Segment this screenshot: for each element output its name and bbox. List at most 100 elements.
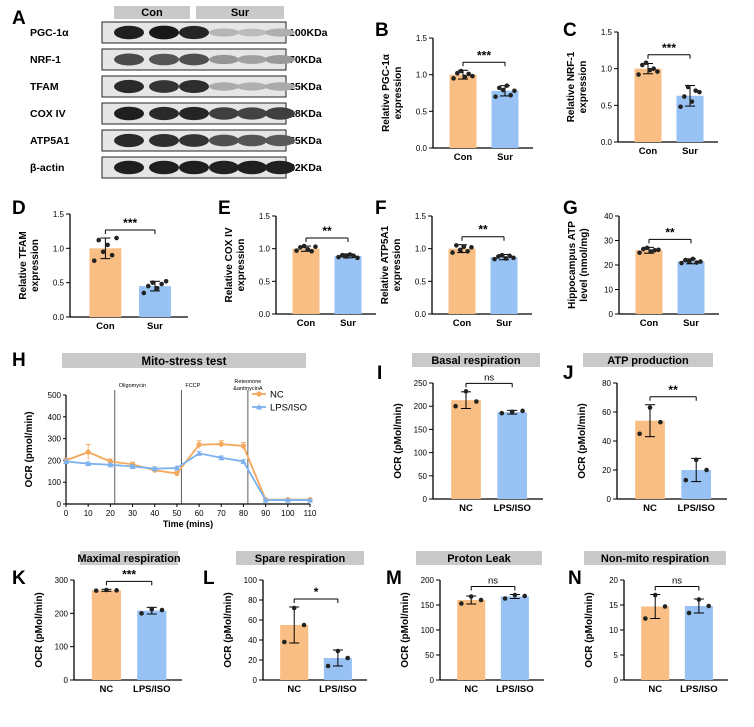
data-point: [492, 256, 497, 262]
y-tick-label: 20: [248, 656, 257, 665]
protein-band: [114, 53, 144, 66]
injection-label-line: Reteonone: [234, 379, 261, 385]
bar: [684, 606, 713, 680]
protein-band: [265, 134, 295, 147]
data-point: [291, 605, 297, 611]
protein-band: [237, 160, 267, 175]
protein-label: ATP5A1: [30, 135, 70, 147]
y-tick-label: 100: [244, 576, 258, 585]
y-tick-label: 50: [425, 651, 434, 660]
y-tick-label: 0: [253, 676, 258, 685]
panel-letter: E: [218, 198, 231, 219]
y-tick-label: 0.0: [416, 144, 428, 153]
significance-label: ***: [122, 567, 136, 581]
protein-label: TFAM: [30, 81, 59, 93]
legend-label: NC: [270, 390, 284, 401]
y-axis-label: OCR (pMol/min): [34, 592, 45, 668]
data-point: [693, 88, 698, 93]
data-point: [284, 497, 291, 503]
protein-label: β-actin: [30, 162, 64, 174]
panel-h-mito-stress-test: H Mito-stress test 0 100 200 300 400 500 0 10 20 30…: [12, 350, 317, 529]
y-tick-label: 1.0: [601, 65, 613, 74]
data-point: [351, 253, 356, 259]
x-tick-label: LPS/ISO: [493, 503, 530, 514]
data-point: [218, 454, 225, 461]
protein-band: [265, 82, 295, 91]
y-tick-label: 0.5: [416, 107, 428, 116]
protein-band: [237, 28, 267, 37]
significance-label: **: [322, 224, 332, 238]
data-point: [507, 253, 512, 259]
series-line-lps-iso: [65, 452, 310, 501]
y-axis-label: OCR (pmol/min): [24, 411, 35, 487]
y-axis-label-line: expression: [236, 239, 247, 292]
panel-letter-h: H: [12, 350, 26, 371]
x-tick-label: NC: [100, 684, 114, 695]
data-point: [685, 84, 691, 90]
title-bar: [583, 353, 713, 367]
y-tick-label: 1.5: [601, 28, 613, 37]
y-tick-label: 0: [430, 676, 435, 685]
data-point: [679, 260, 684, 266]
x-tick-label: 100: [281, 509, 295, 518]
panel-letter-a: A: [12, 8, 26, 29]
y-tick-label: 0: [614, 676, 619, 685]
chart-title: Proton Leak: [447, 553, 511, 565]
protein-band: [149, 133, 179, 148]
protein-band: [209, 82, 239, 91]
data-point: [93, 588, 99, 593]
panel-letter: F: [375, 198, 387, 219]
molecular-weight-label: 25KDa: [289, 81, 322, 93]
panel-a-western-blot: A Con Sur PGC-1α 100KDa NRF-1 70KDa TFAM 25KDa CO…: [12, 6, 328, 179]
protein-band: [149, 80, 179, 93]
data-point: [457, 247, 463, 253]
bar-chart-i: I Basal respiration 0 50 100 150 200 250 OCR (pM…: [377, 353, 543, 514]
bar-chart-m: M Proton Leak 0 50 100 150 200 OCR (pMol/min) NC…: [386, 551, 544, 695]
y-tick-label: 0: [607, 495, 612, 504]
protein-band: [149, 160, 179, 175]
title-bar: [80, 551, 178, 565]
x-tick-label: LPS/ISO: [680, 684, 717, 695]
data-point: [468, 594, 474, 599]
significance-label: ns: [672, 576, 682, 587]
data-point: [689, 99, 695, 104]
data-point: [678, 104, 683, 110]
y-tick-label: 5: [614, 651, 619, 660]
bar: [91, 590, 121, 680]
y-tick-label: 0.0: [259, 310, 271, 319]
protein-band: [209, 134, 239, 147]
x-tick-label: Sur: [496, 318, 512, 329]
protein-band: [265, 54, 295, 65]
y-axis-label-line: expression: [392, 239, 403, 292]
chart-title: Maximal respiration: [77, 553, 181, 565]
data-point: [141, 290, 147, 296]
y-tick-label: 1.0: [53, 244, 65, 253]
data-point: [218, 441, 224, 447]
data-point: [512, 592, 518, 598]
data-point: [96, 237, 102, 243]
data-point: [647, 405, 653, 410]
data-point: [307, 497, 313, 503]
data-point: [458, 68, 464, 74]
panel-letter: D: [12, 198, 26, 219]
y-tick-label: 100: [414, 449, 428, 458]
y-axis-label-line: Relative COX IV: [224, 227, 235, 302]
data-point: [145, 283, 151, 289]
protein-band: [179, 53, 209, 66]
y-tick-label: 100: [55, 643, 69, 652]
data-point: [652, 248, 657, 253]
y-axis-label-line: expression: [30, 239, 41, 292]
y-tick-label: 15: [609, 601, 618, 610]
y-tick-label: 40: [248, 636, 257, 645]
data-point: [512, 88, 517, 94]
y-axis-label-line: Hippocampus ATP: [567, 221, 578, 309]
group-label-con: Con: [141, 7, 163, 19]
bar: [334, 255, 362, 314]
x-tick-label: 20: [106, 509, 115, 518]
x-tick-label: Con: [297, 318, 316, 329]
bar-chart-b: B 0.0 0.5 1.0 1.5 Relative PGC-1αexpression Co…: [375, 20, 533, 163]
legend-label: LPS/ISO: [270, 403, 307, 414]
bar-chart-n: N Non-mito respiration 0 5 10 15 20 OCR (pMol/m…: [568, 551, 728, 695]
x-tick-label: 70: [217, 509, 226, 518]
